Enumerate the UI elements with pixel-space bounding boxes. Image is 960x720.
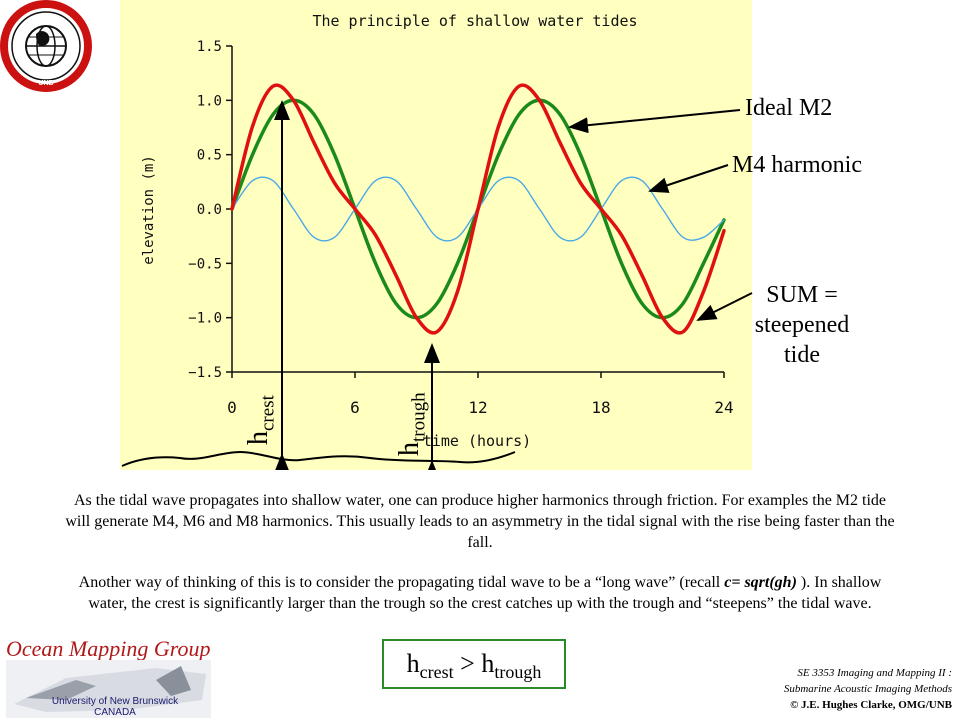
x-tick-label: 12 bbox=[468, 398, 487, 417]
tide-chart: The principle of shallow water tides ele… bbox=[121, 12, 734, 470]
formula-h2: h bbox=[481, 649, 495, 678]
h-crest-h: h bbox=[243, 431, 274, 445]
y-tick-label: 0.5 bbox=[197, 148, 222, 164]
series-layer bbox=[230, 83, 726, 335]
para2-before: Another way of thinking of this is to co… bbox=[78, 574, 725, 591]
course-line2: Submarine Acoustic Imaging Methods bbox=[783, 683, 952, 695]
h-crest-sub: crest bbox=[257, 395, 279, 431]
annotation-sum-line3: tide bbox=[784, 342, 820, 368]
ocean-mapping-group-title: Ocean Mapping Group bbox=[6, 636, 211, 661]
y-tick-label: 0.0 bbox=[197, 202, 222, 218]
y-tick-label: −0.5 bbox=[188, 256, 222, 272]
formula-h1: h bbox=[406, 649, 420, 678]
chart-panel: The principle of shallow water tides ele… bbox=[120, 0, 752, 470]
y-axis-label: elevation (m) bbox=[141, 155, 157, 265]
h-trough-label: htrough bbox=[394, 392, 431, 456]
x-tick-label: 18 bbox=[591, 398, 610, 417]
formula-sub1: crest bbox=[419, 662, 454, 683]
y-tick-label: −1.5 bbox=[188, 365, 222, 381]
x-tick-label: 0 bbox=[227, 398, 237, 417]
copyright: © J.E. Hughes Clarke, OMG/UNB bbox=[790, 699, 952, 711]
unb-line1: University of New Brunswick bbox=[51, 696, 179, 707]
formula-gt: > bbox=[453, 649, 482, 678]
annotation-sum-line1: SUM = bbox=[766, 282, 838, 308]
chart-title: The principle of shallow water tides bbox=[312, 12, 637, 30]
height-arrows bbox=[274, 100, 440, 470]
unb-geodesy-badge: UNB bbox=[0, 0, 92, 92]
annotation-ideal-m2: Ideal M2 bbox=[745, 95, 833, 121]
course-info: SE 3353 Imaging and Mapping II : Submari… bbox=[784, 665, 952, 713]
para2-after: ). In shallow water, the crest is signif… bbox=[88, 574, 882, 612]
h-trough-h: h bbox=[394, 442, 425, 456]
y-tick-label: 1.5 bbox=[197, 39, 222, 55]
seabed-line bbox=[121, 450, 516, 467]
x-tick-label: 6 bbox=[350, 398, 360, 417]
x-tick-label: 24 bbox=[714, 398, 733, 417]
formula-sub2: trough bbox=[494, 662, 542, 683]
y-tick-label: −1.0 bbox=[188, 311, 222, 327]
annotation-sum-line2: steepened bbox=[754, 312, 850, 338]
h-trough-sub: trough bbox=[408, 392, 430, 442]
annotation-m4-harmonic: M4 harmonic bbox=[732, 152, 862, 178]
wave-speed-formula: c= sqrt(gh) bbox=[724, 574, 797, 591]
course-line1: SE 3353 Imaging and Mapping II : bbox=[797, 667, 952, 679]
h-crest-label: hcrest bbox=[243, 395, 280, 445]
ocean-mapping-logo bbox=[6, 660, 211, 718]
annotation-sum: SUM = steepened tide bbox=[742, 280, 862, 370]
axes: −1.5 −1.0 −0.5 0.0 0.5 1.0 1.5 0 6 12 18 24 bbox=[188, 39, 733, 417]
crest-trough-formula: hcrest > htrough bbox=[382, 639, 566, 689]
unb-name: University of New Brunswick CANADA bbox=[20, 696, 210, 718]
badge-unb-text: UNB bbox=[38, 80, 53, 87]
series-line-sum bbox=[230, 83, 726, 335]
y-tick-label: 1.0 bbox=[197, 93, 222, 109]
unb-line2: CANADA bbox=[94, 707, 136, 718]
x-axis-label: time (hours) bbox=[423, 432, 531, 450]
explanation-paragraph-1: As the tidal wave propagates into shallo… bbox=[65, 492, 895, 551]
explanation-paragraph-2: Another way of thinking of this is to co… bbox=[60, 572, 900, 614]
